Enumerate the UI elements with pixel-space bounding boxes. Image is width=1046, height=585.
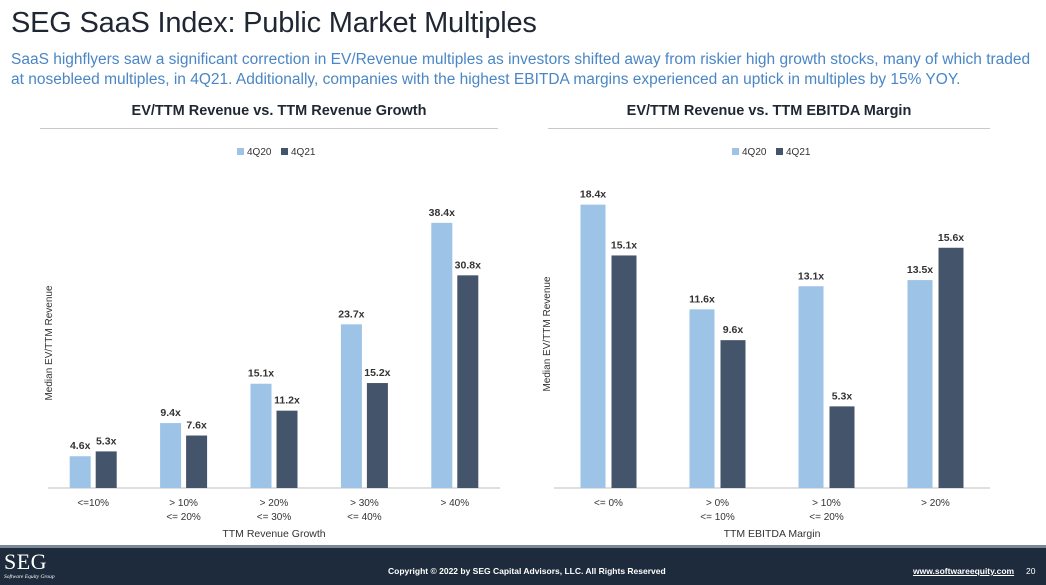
chart-1-bar-4q20-5 [431, 222, 453, 488]
chart-2-legend-label-4q20: 4Q20 [742, 147, 767, 158]
chart-2-data-label-4q21-3: 5.3x [832, 390, 853, 402]
chart-1-data-label-4q21-2: 7.6x [186, 420, 207, 432]
chart-1-bar-4q21-4 [366, 383, 388, 488]
chart-2-x-tick-label-2-2: <= 10% [700, 512, 735, 523]
chart-1-data-label-4q20-4: 23.7x [338, 308, 364, 320]
page-title: SEG SaaS Index: Public Market Multiples [11, 7, 537, 39]
chart-1-bar-4q20-2 [160, 423, 182, 488]
chart-1-data-label-4q20-2: 9.4x [160, 407, 181, 419]
chart-1-bar-4q20-1 [69, 456, 91, 488]
chart-1-data-label-4q21-4: 15.2x [364, 367, 390, 379]
chart-2-bar-4q20-2 [689, 309, 715, 488]
footer-stripe [0, 545, 1046, 548]
chart-2-bar-4q21-4 [938, 247, 964, 488]
chart-2-data-label-4q21-1: 15.1x [611, 239, 637, 251]
chart-1-bar-4q20-3 [250, 383, 272, 488]
chart-1-x-axis-label: TTM Revenue Growth [222, 528, 325, 540]
logo-subtext: Software Equity Group [4, 574, 55, 580]
chart-2-x-tick-label-3-1: > 10% [812, 498, 841, 509]
chart-1-data-label-4q21-1: 5.3x [96, 435, 117, 447]
chart-1-data-label-4q20-3: 15.1x [248, 368, 274, 380]
chart-1-data-label-4q20-5: 38.4x [429, 207, 455, 219]
page-subtitle: SaaS highflyers saw a significant correc… [11, 51, 1031, 88]
chart-1-title: EV/TTM Revenue vs. TTM Revenue Growth [131, 103, 427, 119]
chart-1-x-tick-label-3-2: <= 30% [257, 512, 292, 523]
chart-1-bar-4q21-3 [276, 410, 298, 488]
chart-2-x-tick-label-2-1: > 0% [706, 498, 729, 509]
chart-revenue-growth: 4Q20 4Q21 Median EV/TTM Revenue 4.6x 5.3x <=1… [44, 147, 500, 540]
chart-1-y-axis-label: Median EV/TTM Revenue [44, 285, 55, 400]
chart-2-data-label-4q20-3: 13.1x [798, 270, 824, 282]
chart-2-legend-swatch-4q21 [776, 148, 783, 155]
seg-logo: SEG Software Equity Group [4, 550, 55, 581]
chart-2-bar-4q21-3 [829, 406, 855, 488]
chart-2-y-axis-label: Median EV/TTM Revenue [542, 276, 553, 391]
chart-2-x-tick-label-1-1: <= 0% [594, 498, 623, 509]
chart-1-legend-label-4q20: 4Q20 [247, 147, 272, 158]
chart-1-x-tick-label-5-1: > 40% [440, 498, 469, 509]
chart-1-data-label-4q20-1: 4.6x [70, 440, 91, 452]
chart-1-x-tick-label-3-1: > 20% [260, 498, 289, 509]
chart-2-data-label-4q20-1: 18.4x [580, 189, 606, 201]
chart-1-legend-label-4q21: 4Q21 [291, 147, 316, 158]
chart-2-title: EV/TTM Revenue vs. TTM EBITDA Margin [626, 103, 912, 119]
chart-1-bar-4q20-4 [340, 324, 362, 488]
chart-2-data-label-4q20-2: 11.6x [689, 293, 715, 305]
chart-1-x-tick-label-2-1: > 10% [169, 498, 198, 509]
chart-2-data-label-4q21-2: 9.6x [723, 324, 744, 336]
chart-1-x-tick-label-1-1: <=10% [77, 498, 109, 509]
chart-2-bar-4q20-1 [580, 204, 606, 488]
chart-1-x-tick-label-2-2: <= 20% [166, 512, 201, 523]
chart-2-legend-label-4q21: 4Q21 [786, 147, 811, 158]
chart-2-data-label-4q20-4: 13.5x [907, 264, 933, 276]
chart-1-data-label-4q21-3: 11.2x [274, 395, 300, 407]
chart-2-x-tick-label-4-1: > 20% [921, 498, 950, 509]
chart-1-bar-4q21-2 [186, 435, 208, 488]
chart-2-bar-4q21-1 [611, 255, 637, 488]
chart-1-legend-swatch-4q21 [281, 148, 288, 155]
logo-text: SEG [4, 549, 48, 574]
chart-1-x-tick-label-4-2: <= 40% [347, 512, 382, 523]
chart-2-x-axis-label: TTM EBITDA Margin [724, 528, 821, 540]
footer-bar [0, 545, 1046, 585]
chart-ebitda-margin: 4Q20 4Q21 Median EV/TTM Revenue 18.4x 15.1x <… [542, 147, 990, 540]
page-number: 20 [1026, 566, 1036, 576]
chart-2-bar-4q20-4 [907, 280, 933, 488]
chart-2-bar-4q20-3 [798, 286, 824, 488]
chart-1-bar-4q21-5 [457, 275, 479, 488]
copyright-text: Copyright © 2022 by SEG Capital Advisors… [388, 566, 666, 576]
chart-2-bar-4q21-2 [720, 340, 746, 488]
website-link[interactable]: www.softwareequity.com [913, 566, 1015, 576]
chart-2-legend-swatch-4q20 [732, 148, 739, 155]
chart-1-x-tick-label-4-1: > 30% [350, 498, 379, 509]
chart-2-data-label-4q21-4: 15.6x [938, 232, 964, 244]
chart-1-bar-4q21-1 [95, 451, 117, 488]
chart-2-title-rule [548, 128, 990, 129]
chart-1-legend-swatch-4q20 [237, 148, 244, 155]
chart-2-x-tick-label-3-2: <= 20% [809, 512, 844, 523]
chart-1-title-rule [40, 128, 498, 129]
chart-1-data-label-4q21-5: 30.8x [455, 259, 481, 271]
